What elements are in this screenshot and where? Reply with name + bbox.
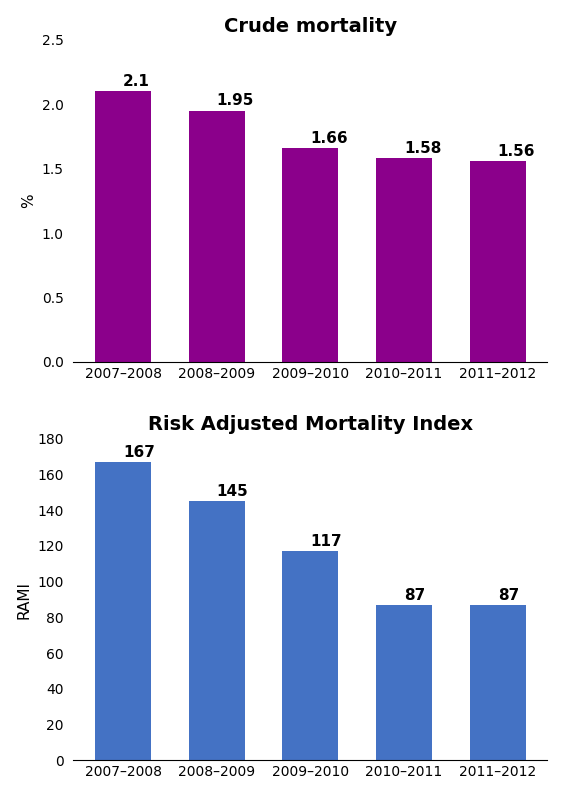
Title: Risk Adjusted Mortality Index: Risk Adjusted Mortality Index xyxy=(148,416,473,435)
Text: 1.58: 1.58 xyxy=(404,141,442,156)
Text: 87: 87 xyxy=(497,587,519,603)
Text: 1.56: 1.56 xyxy=(497,143,535,158)
Y-axis label: %: % xyxy=(21,193,36,209)
Text: 167: 167 xyxy=(123,445,155,460)
Bar xyxy=(283,148,338,361)
Text: 87: 87 xyxy=(404,587,425,603)
Bar xyxy=(95,462,151,760)
Title: Crude mortality: Crude mortality xyxy=(224,17,397,36)
Bar xyxy=(188,501,245,760)
Bar xyxy=(376,158,432,361)
Bar xyxy=(188,111,245,361)
Text: 1.95: 1.95 xyxy=(217,93,254,108)
Y-axis label: RAMI: RAMI xyxy=(17,580,32,618)
Bar xyxy=(470,605,526,760)
Bar xyxy=(376,605,432,760)
Bar xyxy=(95,92,151,361)
Bar xyxy=(283,552,338,760)
Text: 145: 145 xyxy=(217,484,249,499)
Bar xyxy=(470,161,526,361)
Text: 117: 117 xyxy=(310,534,342,549)
Text: 1.66: 1.66 xyxy=(310,131,348,146)
Text: 2.1: 2.1 xyxy=(123,74,150,89)
